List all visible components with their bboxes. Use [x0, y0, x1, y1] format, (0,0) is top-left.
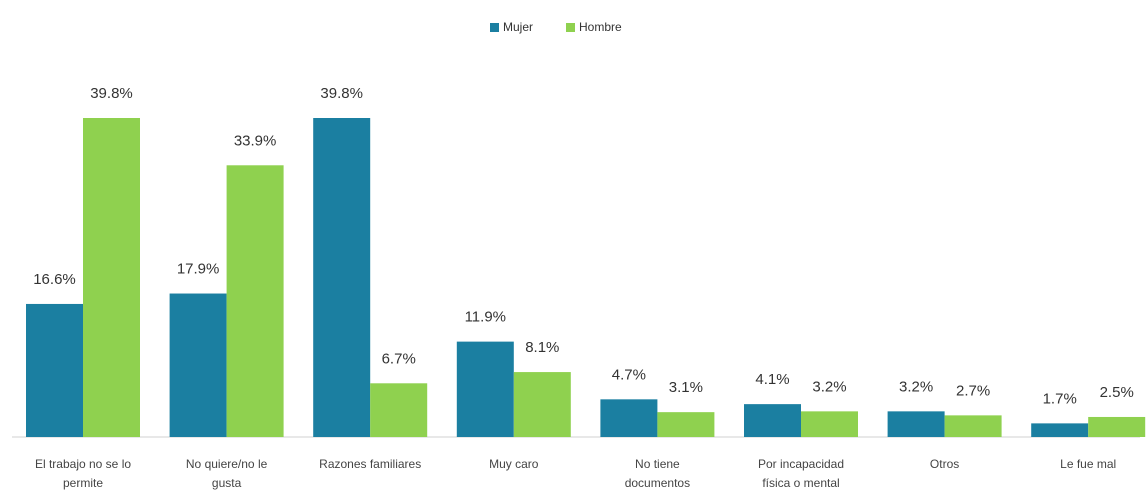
- bar: [370, 383, 428, 437]
- value-label: 4.1%: [755, 371, 789, 388]
- bar: [887, 411, 945, 437]
- bar: [83, 118, 140, 437]
- value-label: 17.9%: [177, 260, 220, 277]
- value-label: 1.7%: [1043, 390, 1077, 407]
- x-tick-label: No tiene documentos: [624, 457, 691, 490]
- bar: [313, 118, 371, 437]
- bar: [801, 411, 858, 437]
- legend-swatch: [490, 23, 499, 32]
- bar: [657, 412, 715, 437]
- x-tick-label: Razones familiares: [319, 457, 422, 471]
- value-label: 4.7%: [612, 366, 646, 383]
- value-label: 39.8%: [320, 85, 363, 102]
- value-label: 2.7%: [956, 382, 990, 399]
- value-label: 6.7%: [382, 350, 416, 367]
- x-tick-label: Muy caro: [489, 457, 539, 471]
- value-label: 3.2%: [899, 378, 933, 395]
- bar: [226, 165, 284, 437]
- bar: [744, 404, 801, 437]
- bar: [944, 415, 1002, 437]
- value-label: 3.2%: [812, 378, 846, 395]
- bar: [169, 293, 227, 437]
- bar: [600, 399, 658, 437]
- value-label: 3.1%: [669, 379, 703, 396]
- value-label: 16.6%: [33, 271, 76, 288]
- legend-label: Hombre: [579, 20, 622, 34]
- value-label: 2.5%: [1100, 384, 1134, 401]
- legend-label: Mujer: [503, 20, 533, 34]
- value-label: 8.1%: [525, 339, 559, 356]
- x-tick-label: Otros: [929, 457, 960, 471]
- x-tick-label: Le fue mal: [1060, 457, 1117, 471]
- bar: [513, 372, 571, 437]
- x-tick-label: Por incapacidad física o mental: [757, 457, 845, 490]
- value-label: 33.9%: [234, 132, 277, 149]
- legend-swatch: [566, 23, 575, 32]
- x-tick-label: No quiere/no le gusta: [185, 457, 268, 490]
- bar: [1031, 423, 1089, 437]
- value-label: 39.8%: [90, 85, 133, 102]
- x-tick-label: El trabajo no se lo permite: [34, 457, 132, 490]
- bar: [456, 341, 514, 437]
- value-label: 11.9%: [465, 309, 506, 326]
- bar: [26, 303, 83, 437]
- bar: [1088, 416, 1146, 437]
